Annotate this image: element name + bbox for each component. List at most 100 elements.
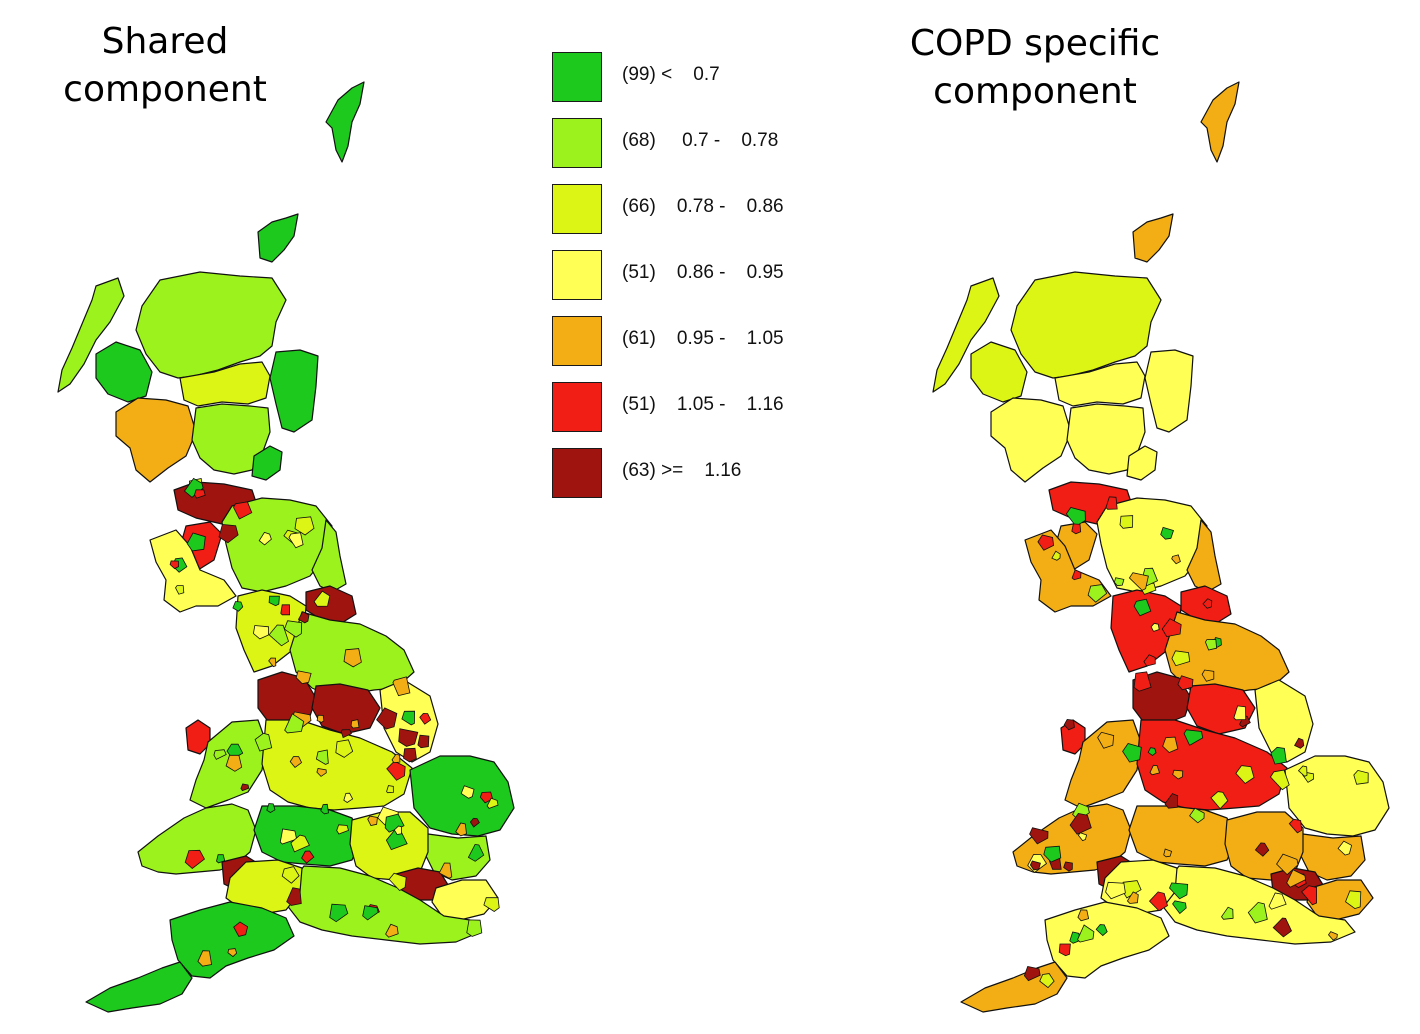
region-skye [95, 341, 153, 403]
sub-area [1161, 618, 1182, 638]
region-highlands [135, 271, 287, 379]
sub-area [290, 834, 310, 853]
sub-area [483, 897, 500, 912]
region-orkney [1132, 213, 1174, 263]
sub-area [1071, 569, 1082, 581]
sub-area [1133, 598, 1152, 617]
sub-area [1171, 554, 1181, 565]
region-hebrides [932, 277, 1000, 393]
sub-area [376, 707, 398, 730]
sub-area [1204, 638, 1218, 651]
sub-area [315, 749, 329, 765]
region-cornwall [960, 961, 1068, 1013]
sub-area [1119, 515, 1134, 529]
sub-area [1133, 671, 1152, 692]
sub-area [1128, 572, 1149, 591]
sub-area [1113, 577, 1125, 587]
sub-area [1160, 526, 1175, 540]
sub-area [283, 620, 303, 638]
sub-area [169, 560, 180, 570]
region-argyll [990, 397, 1072, 483]
legend-item: (68) 0.7 - 0.78 [552, 118, 852, 184]
map-legend: (99) < 0.7 (68) 0.7 - 0.78 (66) 0.78 - 0.8… [552, 52, 852, 514]
sub-area [266, 803, 276, 813]
sub-area [252, 625, 270, 640]
map-title-shared: Shared component [40, 18, 290, 114]
legend-label: (68) 0.7 - 0.78 [622, 130, 779, 151]
region-kent [431, 879, 499, 921]
sub-area [1247, 901, 1268, 924]
sub-area [350, 719, 360, 729]
sub-area [419, 712, 432, 725]
region-grampian [1144, 349, 1194, 433]
sub-area [486, 797, 499, 809]
sub-area [301, 850, 315, 864]
sub-area [479, 791, 494, 804]
sub-area [1353, 769, 1369, 785]
region-midlands [261, 719, 413, 811]
sub-area [1164, 793, 1179, 809]
region-nwales [1064, 719, 1142, 809]
legend-swatch [552, 52, 602, 102]
legend-item: (51) 1.05 - 1.16 [552, 382, 852, 448]
legend-label: (61) 0.95 - 1.05 [622, 328, 784, 349]
sub-area [1270, 746, 1287, 765]
sub-area [367, 815, 378, 826]
sub-area [225, 754, 243, 772]
region-shetland [325, 81, 365, 163]
sub-area [1297, 765, 1308, 777]
region-swales [137, 803, 257, 875]
sub-area [1097, 731, 1115, 749]
region-orkney [257, 213, 299, 263]
sub-area [1105, 496, 1118, 510]
sub-area [1043, 845, 1062, 863]
region-fife [1126, 445, 1158, 481]
legend-label: (99) < 0.7 [622, 64, 720, 85]
sub-area [281, 866, 300, 884]
sub-area [1051, 550, 1061, 561]
legend-label: (63) >= 1.16 [622, 460, 742, 481]
legend-label: (51) 0.86 - 0.95 [622, 262, 784, 283]
sub-area [1058, 943, 1071, 957]
sub-area [194, 489, 206, 499]
sub-area [1147, 747, 1157, 757]
sub-area [329, 903, 349, 923]
sub-area [1143, 654, 1156, 667]
sub-area [455, 822, 467, 837]
sub-area [1269, 769, 1290, 791]
sub-area [1039, 973, 1055, 989]
region-argyll [115, 397, 197, 483]
sub-area [336, 824, 349, 835]
sub-area [438, 862, 453, 879]
legend-item: (61) 0.95 - 1.05 [552, 316, 852, 382]
sub-area [1327, 931, 1338, 941]
sub-area [393, 825, 402, 835]
sub-area [343, 792, 354, 803]
sub-area [1201, 669, 1215, 682]
map-title-copd-line2: component [933, 71, 1137, 112]
sub-area [268, 624, 289, 647]
region-cotswolds [1128, 805, 1238, 867]
sub-area [1235, 765, 1255, 785]
sub-area [1163, 848, 1173, 858]
sub-area [1172, 900, 1187, 915]
sub-area [1169, 882, 1189, 900]
sub-area [1126, 891, 1139, 904]
sub-area [320, 803, 329, 815]
sub-area [1148, 891, 1168, 912]
sub-area [1063, 718, 1075, 731]
sub-area [1202, 598, 1213, 609]
map-title-copd: COPD specific component [890, 20, 1180, 116]
sub-area [284, 713, 305, 734]
legend-swatch [552, 250, 602, 300]
sub-area [294, 516, 315, 536]
legend-swatch [552, 184, 602, 234]
sub-area [268, 595, 280, 607]
sub-area [1171, 650, 1191, 667]
sub-area [1172, 769, 1184, 780]
sub-area [460, 785, 475, 799]
legend-swatch [552, 448, 602, 498]
region-devon [169, 901, 295, 979]
region-kent [1306, 879, 1374, 921]
sub-area [1071, 523, 1082, 535]
